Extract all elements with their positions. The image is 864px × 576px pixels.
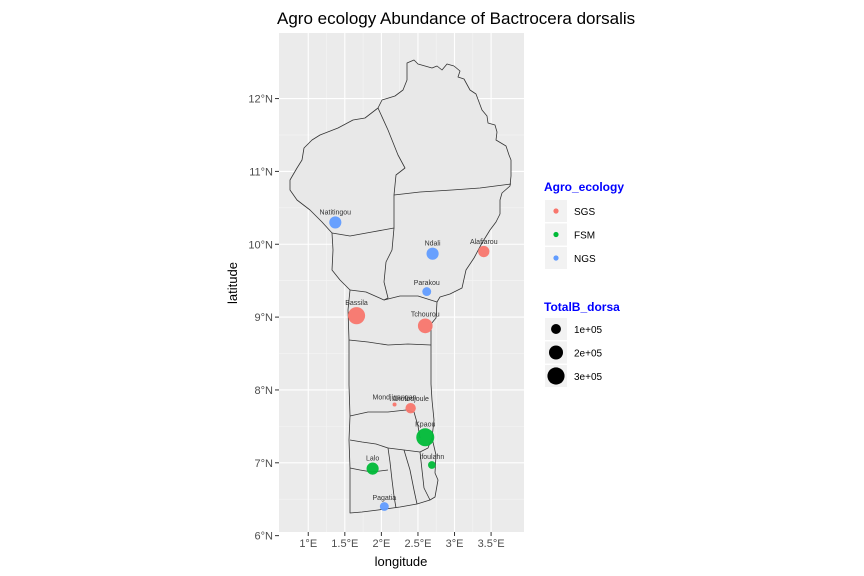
point-pagatia <box>379 502 389 511</box>
point-ndali <box>426 247 439 260</box>
legend-color-label: SGS <box>574 207 595 218</box>
legend-color-title: Agro_ecology <box>544 180 624 194</box>
legend-color-label: NGS <box>574 254 596 265</box>
country-outline <box>289 59 512 514</box>
point-label: Pagatia <box>372 495 396 502</box>
legend-size-label: 1e+05 <box>574 325 603 336</box>
legend-size-key <box>548 345 564 360</box>
x-tick-label: 3°E <box>446 538 464 550</box>
y-tick-label: 7°N <box>255 458 274 470</box>
legend-color: SGS FSM NGS <box>545 200 596 269</box>
point-lalo <box>366 462 379 475</box>
x-tick-label: 3.5°E <box>478 538 505 550</box>
y-tick-label: 12°N <box>248 94 273 106</box>
x-tick-label: 1°E <box>299 538 317 550</box>
y-axis-title: latitude <box>225 262 240 304</box>
point-akofodjoule <box>405 402 416 414</box>
point-mondjigangan <box>392 402 397 407</box>
chart-title: Agro ecology Abundance of Bactrocera dor… <box>277 9 635 28</box>
department-border <box>331 195 395 237</box>
point-parakou <box>422 287 432 297</box>
point-label: Bassila <box>345 300 368 307</box>
x-axis-ticks: 1°E 1.5°E 2°E 2.5°E 3°E 3.5°E <box>299 532 505 550</box>
x-axis-title: longitude <box>375 554 428 569</box>
y-tick-label: 10°N <box>248 239 273 251</box>
point-label: Parakou <box>414 280 440 287</box>
legend-size-key <box>547 367 565 385</box>
legend-color-label: FSM <box>574 231 595 242</box>
point-kpaou <box>416 428 435 447</box>
y-axis-ticks: 6°N 7°N 8°N 9°N 10°N 11°N 12°N <box>248 94 279 543</box>
y-tick-label: 6°N <box>255 531 274 543</box>
point-label: Ndali <box>425 241 441 248</box>
department-border <box>393 183 512 196</box>
point-label: Ifoulahn <box>419 454 444 461</box>
point-tchourou <box>417 318 433 334</box>
legend-color-key <box>553 231 559 238</box>
legend-size-title: TotalB_dorsa <box>544 300 620 314</box>
x-tick-label: 2.5°E <box>404 538 431 550</box>
department-border <box>349 439 389 449</box>
point-label: Akofodjoule <box>392 396 429 403</box>
y-tick-label: 11°N <box>249 166 273 178</box>
point-label: Lalo <box>366 456 379 463</box>
legend-size-key <box>551 324 561 334</box>
point-alafiarou <box>478 245 490 258</box>
point-label: Kpaou <box>415 421 435 428</box>
point-label: Mondjigangan <box>373 395 417 402</box>
y-tick-label: 9°N <box>255 312 274 324</box>
department-border <box>403 449 418 505</box>
data-points <box>329 216 490 511</box>
point-label: Tchourou <box>411 311 440 318</box>
department-border <box>349 289 438 303</box>
point-label: Alafiarou <box>470 239 498 246</box>
x-tick-label: 1.5°E <box>331 538 358 550</box>
y-tick-label: 8°N <box>255 385 274 397</box>
point-ifoulahn <box>428 461 436 469</box>
legend-size: 1e+05 2e+05 3e+05 <box>545 318 603 387</box>
legend-color-key <box>553 255 559 261</box>
department-border <box>348 339 432 346</box>
department-border <box>387 447 397 509</box>
point-bassila <box>347 307 366 325</box>
department-border <box>419 451 431 501</box>
department-border <box>349 467 389 473</box>
department-border <box>377 107 406 196</box>
legend-size-label: 2e+05 <box>574 349 603 360</box>
point-label: Natitingou <box>320 209 352 216</box>
legend-size-label: 3e+05 <box>574 372 603 383</box>
legend-color-key <box>553 208 559 214</box>
department-border <box>383 227 395 301</box>
x-tick-label: 2°E <box>372 538 390 550</box>
point-natitingou <box>329 216 342 229</box>
benin-map <box>289 59 512 514</box>
point-labels: Natitingou Ndali Alafiarou Parakou Bassila Tc… <box>320 209 498 502</box>
